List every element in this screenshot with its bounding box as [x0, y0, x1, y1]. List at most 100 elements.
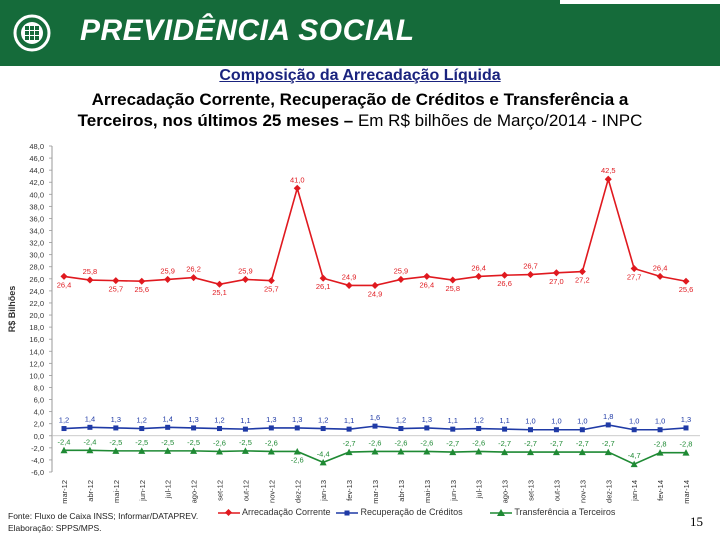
y-tick-label: 18,0	[29, 323, 44, 332]
data-label-recuperacao: 1,1	[344, 416, 354, 425]
point-recuperacao	[657, 427, 663, 433]
y-tick-label: 8,0	[34, 383, 44, 392]
data-label-recuperacao: 1,1	[240, 416, 250, 425]
data-label-recuperacao: 1,2	[214, 416, 224, 425]
point-recuperacao	[502, 426, 508, 432]
data-label-recuperacao: 1,2	[473, 416, 483, 425]
data-label-corrente: 25,7	[264, 285, 279, 294]
x-tick-label: dez-13	[604, 480, 613, 503]
y-tick-label: 48,0	[29, 142, 44, 151]
y-tick-label: 10,0	[29, 371, 44, 380]
point-transferencia	[164, 447, 172, 454]
point-transferencia	[604, 448, 612, 456]
data-label-transferencia: -2,5	[239, 438, 252, 447]
data-label-recuperacao: 1,3	[188, 415, 198, 424]
legend-line-transferencia-icon	[490, 508, 512, 516]
data-label-transferencia: -2,7	[524, 439, 537, 448]
point-recuperacao	[631, 427, 637, 433]
data-label-recuperacao: 1,0	[655, 417, 665, 426]
data-label-transferencia: -2,6	[291, 455, 304, 464]
data-label-recuperacao: 1,6	[370, 413, 380, 422]
x-tick-label: set-12	[216, 480, 225, 501]
data-label-recuperacao: 1,1	[448, 416, 458, 425]
header-bar: PREVIDÊNCIA SOCIAL	[0, 0, 720, 66]
point-corrente	[293, 184, 301, 192]
data-label-corrente: 26,4	[653, 263, 668, 272]
y-tick-label: 0,0	[34, 432, 44, 441]
legend-item-recuperacao: Recuperação de Créditos	[336, 507, 463, 517]
x-tick-label: out-12	[241, 480, 250, 501]
point-transferencia	[475, 447, 483, 455]
elaboration-note: Elaboração: SPPS/MPS.	[8, 523, 102, 533]
data-label-transferencia: -2,7	[343, 439, 356, 448]
point-transferencia	[527, 448, 534, 456]
data-label-corrente: 27,2	[575, 276, 590, 285]
x-tick-label: nov-13	[578, 480, 587, 503]
point-corrente	[526, 271, 535, 279]
point-transferencia	[216, 447, 223, 455]
y-tick-label: 6,0	[34, 396, 44, 405]
point-transferencia	[190, 447, 198, 454]
point-transferencia	[86, 446, 94, 454]
data-label-transferencia: -2,8	[680, 440, 693, 449]
y-tick-label: 14,0	[29, 347, 44, 356]
data-label-corrente: 26,4	[420, 280, 435, 289]
point-corrente	[501, 271, 509, 279]
point-corrente	[371, 281, 379, 289]
point-corrente	[267, 277, 275, 285]
y-tick-label: 24,0	[29, 287, 44, 296]
point-transferencia	[319, 458, 327, 466]
y-tick-label: 12,0	[29, 359, 44, 368]
point-transferencia	[501, 448, 509, 456]
x-tick-label: set-13	[527, 480, 536, 501]
point-transferencia	[138, 447, 146, 454]
point-recuperacao	[424, 425, 430, 431]
data-label-transferencia: -2,5	[135, 438, 148, 447]
data-label-recuperacao: 1,0	[577, 417, 587, 426]
data-label-transferencia: -2,7	[576, 439, 589, 448]
page-number: 15	[690, 514, 703, 529]
data-label-corrente: 26,2	[186, 265, 201, 274]
point-transferencia	[60, 446, 68, 454]
data-label-recuperacao: 1,2	[396, 416, 406, 425]
data-label-transferencia: -2,8	[654, 440, 667, 449]
y-tick-label: 40,0	[29, 190, 44, 199]
point-transferencia	[345, 448, 353, 456]
y-tick-label: -4,0	[31, 456, 44, 465]
point-corrente	[241, 275, 249, 283]
data-label-recuperacao: 1,3	[681, 415, 691, 424]
x-tick-label: mai-12	[112, 480, 121, 503]
data-label-corrente: 42,5	[601, 166, 616, 175]
y-tick-label: 2,0	[34, 420, 44, 429]
y-tick-label: 16,0	[29, 335, 44, 344]
point-recuperacao	[139, 426, 145, 432]
data-label-transferencia: -2,5	[161, 438, 174, 447]
chart-subtitle-line1: Arrecadação Corrente, Recuperação de Cré…	[91, 90, 629, 109]
x-tick-label: out-13	[552, 480, 561, 501]
y-tick-label: -6,0	[31, 468, 44, 477]
point-transferencia	[682, 449, 690, 456]
data-label-corrente: 26,1	[316, 282, 331, 291]
y-tick-label: 34,0	[29, 227, 44, 236]
point-corrente	[138, 277, 146, 285]
point-transferencia	[293, 447, 301, 455]
point-recuperacao	[320, 426, 326, 432]
data-label-recuperacao: 1,4	[85, 414, 95, 423]
x-tick-label: abr-13	[397, 480, 406, 502]
source-note: Fonte: Fluxo de Caixa INSS; Informar/DAT…	[8, 511, 199, 521]
point-corrente	[345, 281, 353, 289]
data-label-recuperacao: 1,3	[266, 415, 276, 424]
point-recuperacao	[87, 424, 93, 430]
data-label-transferencia: -2,5	[109, 438, 122, 447]
y-tick-label: 20,0	[29, 311, 44, 320]
data-label-transferencia: -2,6	[213, 438, 226, 447]
point-corrente	[215, 280, 224, 288]
x-tick-label: dez-12	[293, 480, 302, 503]
y-tick-label: 4,0	[34, 408, 44, 417]
x-tick-label: jan-14	[630, 480, 639, 502]
point-corrente	[578, 268, 586, 276]
point-transferencia	[552, 448, 560, 456]
data-label-corrente: 25,6	[679, 285, 694, 294]
data-label-corrente: 24,9	[342, 272, 357, 281]
data-label-corrente: 25,1	[212, 288, 227, 297]
